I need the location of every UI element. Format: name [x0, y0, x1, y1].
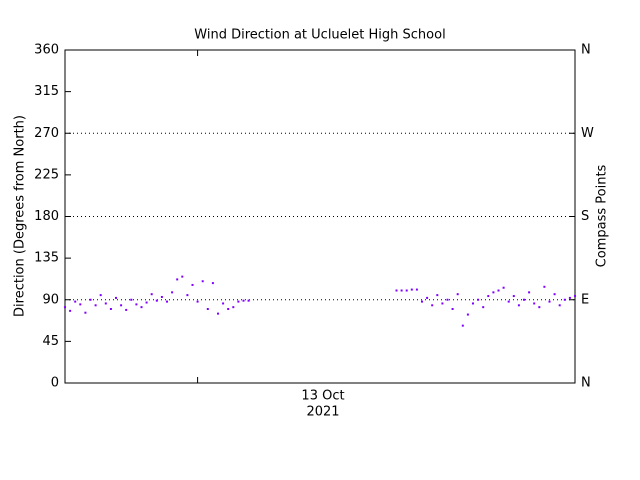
y-tick-label: 90 — [42, 292, 59, 307]
chart-title: Wind Direction at Ucluelet High School — [194, 28, 445, 43]
point — [461, 324, 464, 327]
y2-tick-label: S — [581, 209, 589, 224]
point — [400, 289, 403, 292]
point — [528, 291, 531, 294]
y2-tick-label: N — [581, 43, 591, 58]
point — [451, 308, 454, 310]
point — [160, 295, 163, 298]
x-axis-label: 13 Oct — [301, 389, 344, 404]
y-tick-label: 315 — [34, 84, 59, 99]
point — [487, 295, 490, 298]
y-tick-label: 180 — [34, 209, 59, 224]
y2-tick-label: N — [581, 376, 591, 391]
point — [217, 312, 219, 315]
y-tick-label: 0 — [51, 376, 59, 391]
y-tick-label: 360 — [34, 43, 59, 58]
point — [482, 306, 485, 309]
point — [431, 304, 434, 307]
point — [477, 298, 480, 301]
point — [497, 289, 500, 292]
y2-tick-label: W — [581, 126, 594, 141]
point — [135, 303, 138, 306]
point — [456, 293, 459, 296]
point — [206, 308, 209, 310]
point — [415, 288, 418, 291]
point — [186, 294, 189, 297]
y-tick-label: 225 — [34, 167, 59, 182]
point — [410, 288, 413, 291]
point — [543, 285, 546, 288]
point — [145, 301, 148, 304]
point — [441, 302, 444, 305]
y2-tick-label: E — [581, 292, 589, 307]
point — [89, 298, 92, 301]
point — [176, 278, 179, 281]
point — [104, 302, 107, 305]
point — [405, 289, 408, 292]
y2-axis-label: Compass Points — [595, 164, 610, 267]
y-tick-label: 135 — [34, 251, 59, 266]
point — [242, 299, 245, 302]
point — [196, 300, 199, 303]
point — [568, 296, 571, 299]
point — [130, 298, 133, 301]
point — [553, 293, 556, 296]
point — [166, 300, 168, 303]
point — [472, 302, 474, 305]
point — [232, 306, 235, 309]
point — [512, 295, 515, 298]
point — [171, 291, 174, 294]
point — [533, 302, 536, 305]
point — [446, 298, 449, 301]
point — [69, 309, 72, 312]
point — [421, 300, 423, 303]
y-axis-label: Direction (Degrees from North) — [13, 115, 28, 317]
point — [140, 306, 143, 309]
point — [99, 294, 102, 297]
point — [222, 302, 225, 305]
y-tick-label: 270 — [34, 126, 59, 141]
point — [115, 296, 117, 299]
x-axis-label: 2021 — [306, 405, 339, 420]
point — [502, 286, 505, 289]
point — [74, 300, 77, 303]
point — [201, 280, 204, 283]
point — [120, 304, 123, 307]
y-tick-label: 45 — [42, 334, 59, 349]
point — [109, 308, 112, 310]
point — [574, 295, 576, 298]
point — [395, 289, 398, 292]
point — [237, 300, 240, 303]
point — [155, 299, 158, 302]
point — [150, 293, 153, 296]
point — [558, 304, 561, 307]
point — [523, 298, 525, 301]
point — [64, 306, 66, 309]
point — [79, 303, 82, 306]
point — [181, 275, 184, 278]
point — [436, 294, 439, 297]
point — [84, 311, 87, 314]
point — [548, 300, 551, 303]
point — [507, 300, 510, 303]
point — [125, 308, 128, 311]
point — [94, 304, 97, 307]
point — [227, 308, 230, 310]
point — [492, 291, 495, 294]
point — [466, 313, 469, 316]
point — [247, 299, 250, 302]
point — [426, 296, 429, 299]
point — [563, 298, 566, 301]
point — [538, 306, 541, 309]
point — [191, 283, 194, 286]
point — [517, 304, 520, 307]
point — [211, 282, 214, 285]
